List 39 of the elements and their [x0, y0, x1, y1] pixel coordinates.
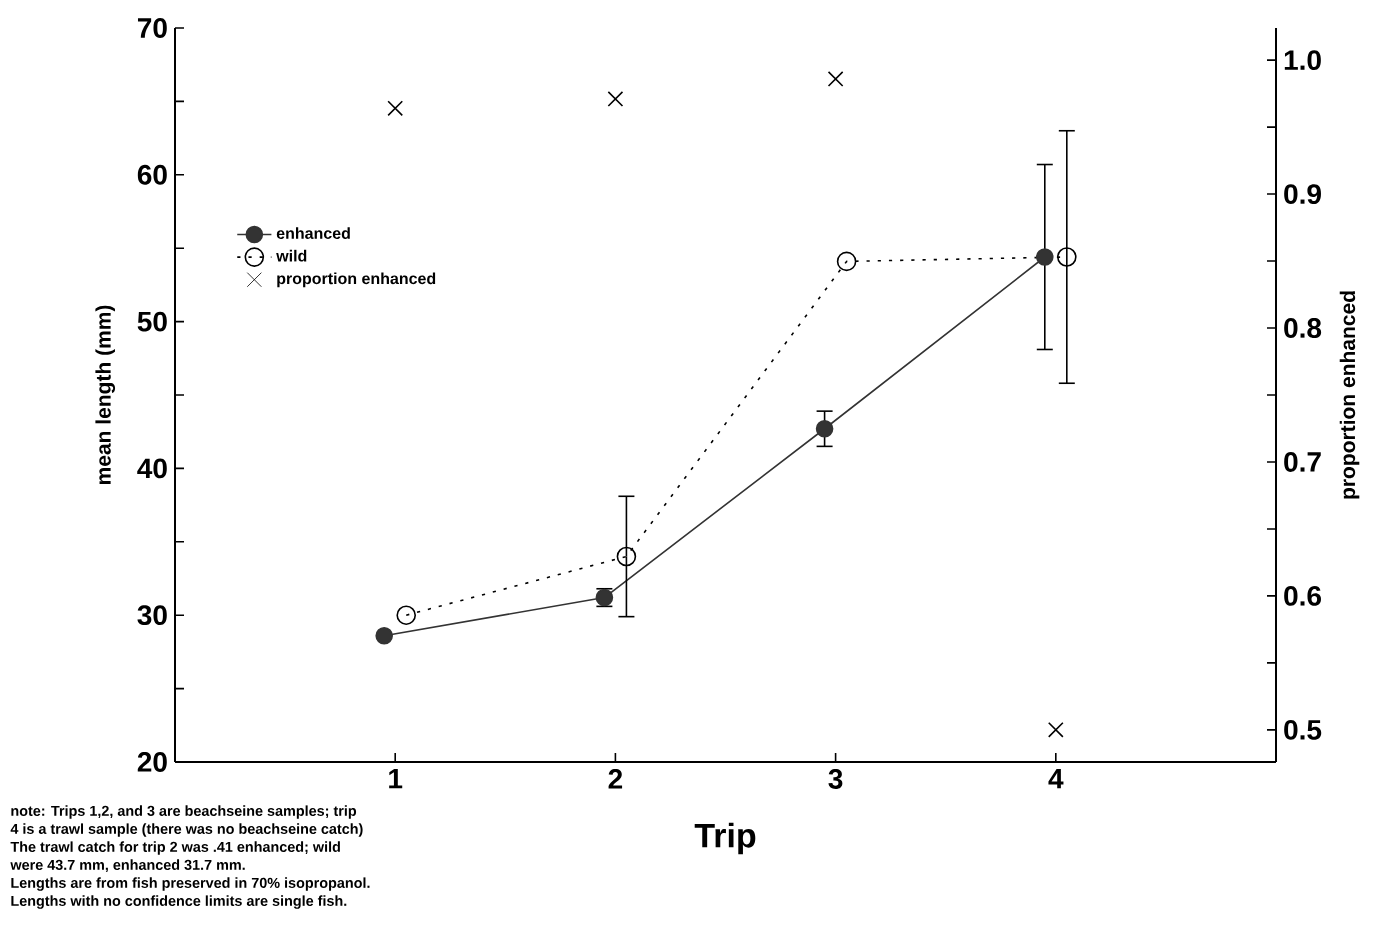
x-axis-title: Trip [694, 822, 756, 855]
text: note: Trips 1,2, and 3 are beachseine samples; trip [11, 805, 357, 819]
legend-label: proportion enhanced [277, 272, 436, 288]
point [815, 419, 834, 438]
point [396, 605, 417, 625]
y-tick-label: 40 [137, 458, 167, 479]
x-tick-label: 4 [1048, 769, 1064, 789]
y-tick-label: 50 [137, 311, 167, 332]
y2-tick-label: 0.5 [1284, 719, 1322, 740]
text: 4 is a trawl sample (there was no beachseine catch) [10, 823, 363, 837]
y2-tick-label: 0.6 [1284, 585, 1321, 606]
text: The trawl catch for trip 2 was .41 enhanced; wild [10, 841, 340, 855]
y2-tick-label: 0.7 [1284, 452, 1321, 472]
point [1035, 248, 1054, 266]
point [616, 546, 637, 567]
x-tick-label: 2 [608, 769, 623, 789]
x-tick-label: 1 [389, 769, 403, 789]
text: were 43.7 mm, enhanced 31.7 mm. [10, 859, 245, 873]
point [387, 100, 404, 117]
legend-label: enhanced [276, 227, 350, 239]
y2-tick-label: 0.8 [1284, 318, 1322, 338]
y-tick-label: 30 [137, 605, 167, 626]
point [607, 91, 624, 107]
y-tick-label: 60 [137, 164, 167, 185]
y2-axis-title: proportion enhanced [1339, 291, 1360, 499]
y2-tick-label: 0.9 [1284, 184, 1321, 204]
point [1047, 721, 1064, 738]
point [836, 251, 857, 272]
point [827, 71, 844, 87]
y-tick-label: 70 [137, 18, 167, 38]
text: Lengths with no confidence limits are single fish. [11, 895, 347, 909]
legend-label: wild [276, 249, 307, 262]
y-axis-title: mean length (mm) [95, 305, 116, 485]
point [1057, 247, 1077, 267]
y-tick-label: 20 [137, 752, 167, 772]
y2-tick-label: 1.0 [1284, 50, 1321, 71]
point [375, 626, 393, 645]
x-tick-label: 3 [828, 769, 843, 789]
text: Lengths are from fish preserved in 70% isopropanol. [11, 877, 370, 891]
